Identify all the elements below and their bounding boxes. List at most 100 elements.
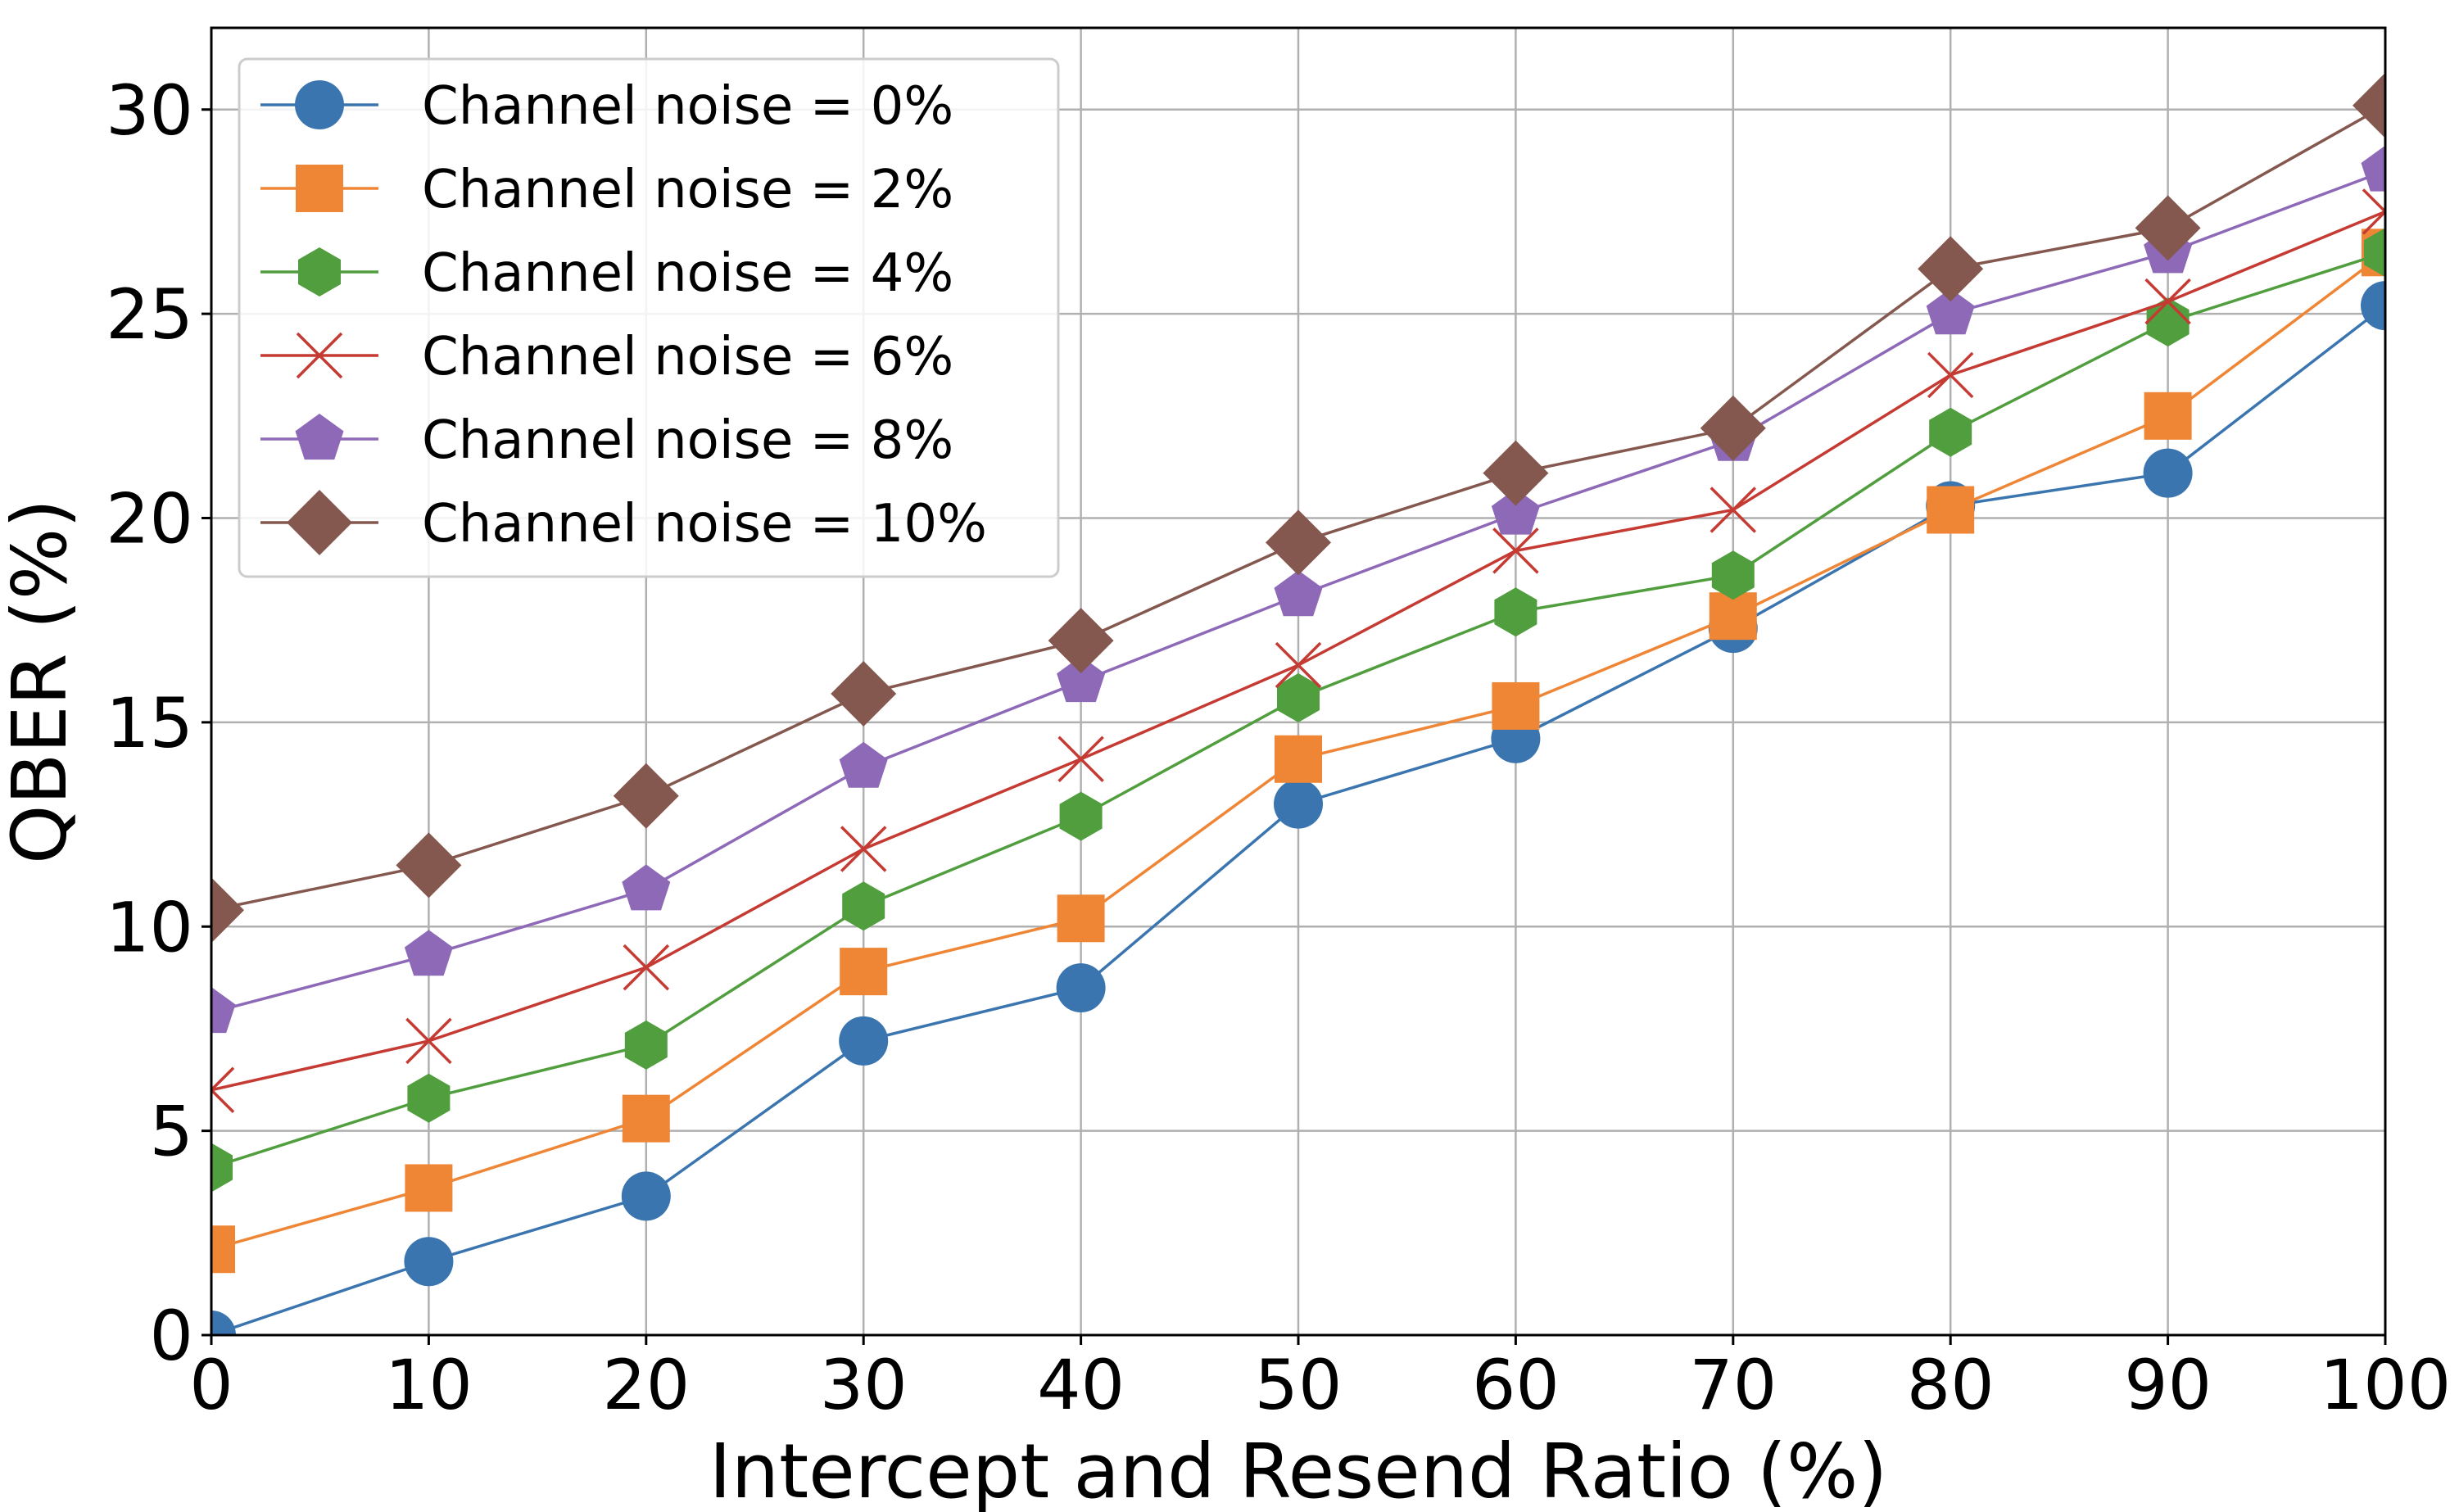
data-point bbox=[1059, 791, 1103, 841]
legend-marker bbox=[295, 80, 344, 129]
data-point bbox=[840, 826, 887, 872]
data-point bbox=[1927, 351, 1974, 399]
data-point bbox=[405, 1164, 453, 1212]
data-point bbox=[1491, 488, 1540, 535]
data-point bbox=[211, 877, 244, 944]
data-point bbox=[2362, 188, 2385, 235]
data-point bbox=[622, 864, 671, 911]
data-point bbox=[2364, 228, 2385, 278]
data-point bbox=[1918, 236, 1984, 302]
x-axis-ticks: 0 10 20 30 40 50 60 70 80 90 100 bbox=[189, 1335, 2451, 1425]
y-axis-ticks: 0 5 10 15 20 25 30 bbox=[106, 70, 211, 1376]
x-tick-label: 90 bbox=[2124, 1345, 2212, 1425]
data-point bbox=[1048, 608, 1114, 674]
data-point bbox=[1709, 592, 1757, 641]
series-2 bbox=[211, 228, 2385, 1193]
data-point bbox=[1494, 587, 1537, 637]
data-point bbox=[1057, 656, 1106, 703]
data-point bbox=[211, 1143, 233, 1193]
legend-marker bbox=[298, 247, 341, 297]
legend-box bbox=[238, 57, 1060, 578]
legend-entry: Channel noise = 2% bbox=[260, 160, 953, 220]
series-5 bbox=[211, 72, 2385, 944]
x-tick-label: 30 bbox=[820, 1345, 908, 1425]
x-tick-label: 40 bbox=[1037, 1345, 1125, 1425]
legend: Channel noise = 0% Channel noise = 2% Chan… bbox=[238, 57, 1060, 578]
data-point bbox=[2144, 278, 2191, 325]
data-point bbox=[404, 1237, 454, 1287]
data-point bbox=[1700, 395, 1766, 461]
data-point bbox=[624, 1020, 668, 1070]
data-point bbox=[1277, 673, 1320, 722]
data-point bbox=[1275, 641, 1322, 689]
data-point bbox=[1927, 486, 1975, 534]
data-point bbox=[405, 1017, 452, 1065]
legend-label: Channel noise = 2% bbox=[422, 160, 953, 220]
y-tick-label: 15 bbox=[106, 683, 193, 763]
legend-marker bbox=[287, 490, 352, 555]
data-point bbox=[211, 1311, 236, 1335]
data-point bbox=[1711, 550, 1755, 600]
y-tick-label: 5 bbox=[150, 1092, 193, 1172]
data-point bbox=[396, 832, 462, 899]
data-point bbox=[1710, 487, 1757, 533]
data-point bbox=[1926, 288, 1975, 335]
x-axis-label: Intercept and Resend Ratio (%) bbox=[709, 1428, 1888, 1512]
data-point bbox=[839, 741, 888, 788]
x-tick-label: 10 bbox=[385, 1345, 473, 1425]
legend-label: Channel noise = 4% bbox=[422, 243, 953, 304]
legend-marker bbox=[295, 414, 344, 460]
data-point bbox=[1492, 527, 1539, 574]
data-point bbox=[831, 661, 897, 727]
data-point bbox=[2353, 72, 2385, 138]
legend-marker bbox=[296, 332, 343, 379]
data-point bbox=[2361, 145, 2385, 192]
y-tick-label: 25 bbox=[106, 274, 193, 355]
x-tick-label: 70 bbox=[1689, 1345, 1777, 1425]
y-tick-label: 30 bbox=[106, 70, 193, 151]
data-point bbox=[2135, 195, 2201, 261]
legend-entry: Channel noise = 4% bbox=[260, 243, 953, 304]
data-point bbox=[840, 948, 888, 996]
data-point bbox=[1929, 407, 1972, 457]
series-1 bbox=[211, 229, 2385, 1274]
y-tick-label: 20 bbox=[106, 479, 193, 559]
legend-label: Channel noise = 8% bbox=[422, 410, 953, 471]
x-tick-label: 60 bbox=[1472, 1345, 1560, 1425]
data-point bbox=[621, 1171, 671, 1221]
data-point bbox=[2361, 281, 2385, 331]
legend-label: Channel noise = 6% bbox=[422, 327, 953, 387]
data-point bbox=[1492, 681, 1540, 730]
series-4 bbox=[211, 145, 2385, 1034]
data-point bbox=[1483, 440, 1549, 506]
legend-entry: Channel noise = 6% bbox=[260, 327, 953, 387]
data-point bbox=[1275, 735, 1322, 783]
legend-entry: Channel noise = 8% bbox=[260, 410, 953, 471]
data-point bbox=[211, 987, 236, 1034]
data-point bbox=[211, 1225, 235, 1274]
data-point bbox=[1266, 509, 1331, 576]
data-point bbox=[839, 1016, 889, 1066]
x-tick-label: 20 bbox=[602, 1345, 690, 1425]
data-point bbox=[2146, 297, 2190, 347]
y-tick-label: 10 bbox=[106, 887, 193, 967]
y-tick-label: 0 bbox=[150, 1296, 193, 1376]
data-point bbox=[1274, 779, 1323, 829]
x-tick-label: 80 bbox=[1907, 1345, 1995, 1425]
x-tick-label: 50 bbox=[1255, 1345, 1343, 1425]
data-point bbox=[1056, 963, 1106, 1013]
data-point bbox=[842, 881, 885, 931]
legend-label: Channel noise = 10% bbox=[422, 494, 987, 555]
x-tick-label: 100 bbox=[2320, 1345, 2451, 1425]
data-point bbox=[211, 1066, 235, 1113]
data-point bbox=[404, 930, 453, 976]
data-point bbox=[2143, 448, 2193, 498]
data-point bbox=[613, 763, 679, 829]
legend-label: Channel noise = 0% bbox=[422, 76, 953, 137]
series-3 bbox=[211, 188, 2385, 1113]
series-layer bbox=[211, 72, 2385, 1335]
x-tick-label: 0 bbox=[189, 1345, 233, 1425]
legend-entry: Channel noise = 0% bbox=[260, 76, 953, 137]
legend-entry: Channel noise = 10% bbox=[260, 490, 987, 555]
